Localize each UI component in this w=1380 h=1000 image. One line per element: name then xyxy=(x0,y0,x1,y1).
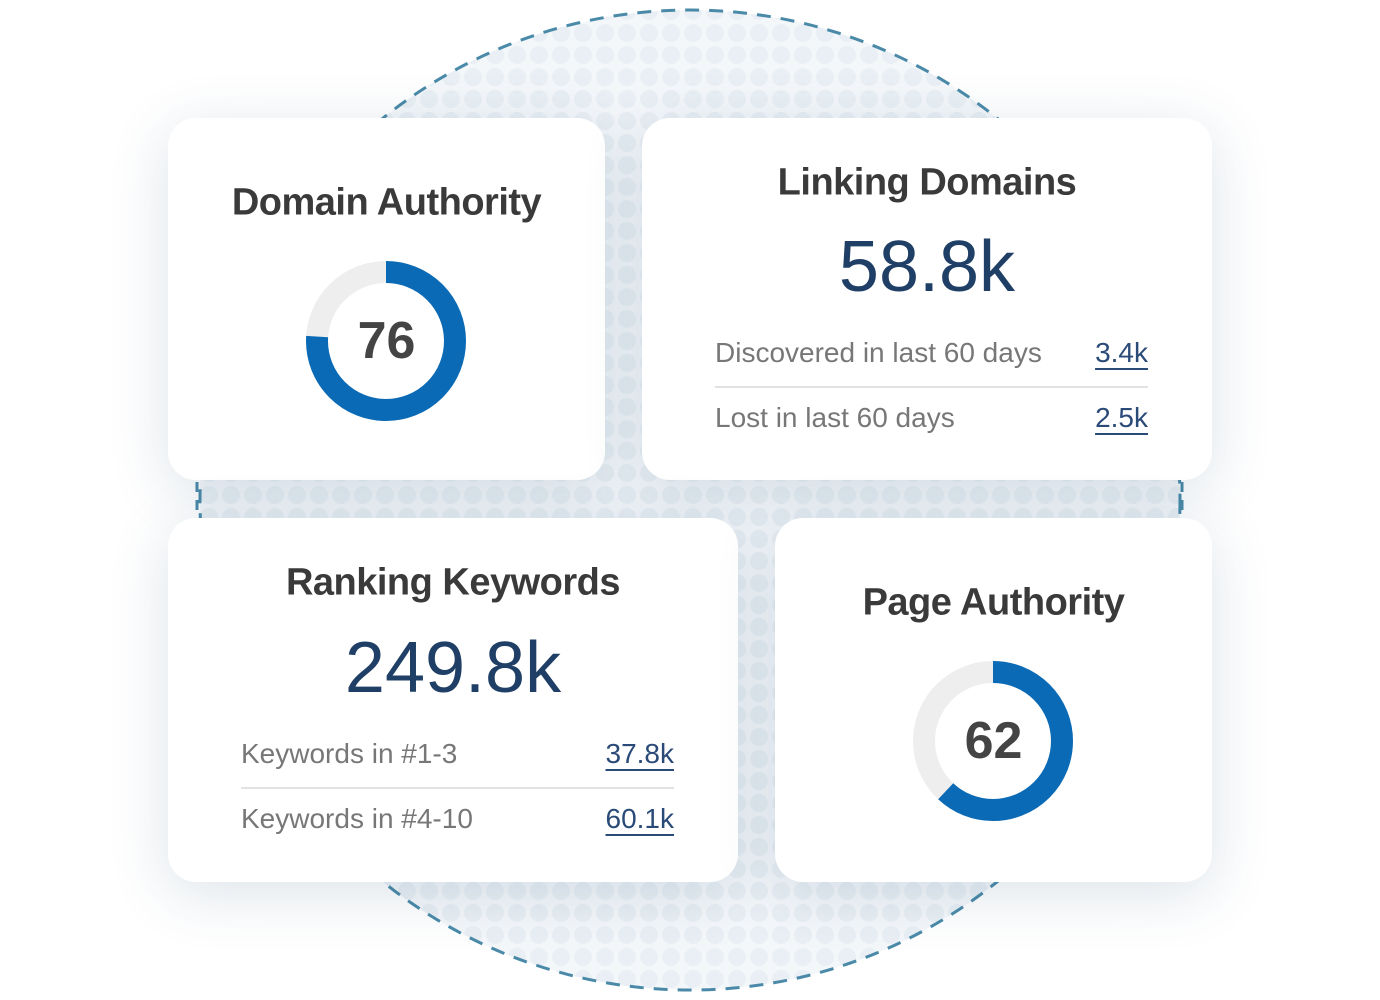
score: 76 xyxy=(357,312,416,370)
stat-value[interactable]: 37.8k xyxy=(605,738,675,769)
stat-value[interactable]: 3.4k xyxy=(1095,337,1148,368)
stat-row: Keywords in #1-3 37.8k xyxy=(241,738,674,770)
score: 62 xyxy=(964,712,1023,770)
total: 249.8k xyxy=(344,628,562,708)
total: 58.8k xyxy=(838,227,1016,307)
stat-label: Keywords in #4-10 xyxy=(241,803,473,834)
card-title: Domain Authority xyxy=(231,181,542,224)
divider xyxy=(241,787,674,789)
stat-row: Keywords in #4-10 60.1k xyxy=(241,803,674,835)
linking-domains-card: Linking Domains 58.8k Discovered in last… xyxy=(642,118,1212,480)
gauge-arc xyxy=(306,261,466,421)
stat-label: Discovered in last 60 days xyxy=(715,337,1042,368)
stat-value[interactable]: 60.1k xyxy=(605,803,675,834)
divider xyxy=(715,386,1148,388)
dashed-circle xyxy=(198,8,1182,992)
stat-row: Lost in last 60 days 2.5k xyxy=(715,402,1148,434)
card-title: Page Authority xyxy=(862,581,1125,624)
stat-label: Keywords in #1-3 xyxy=(241,738,458,769)
card-title: Ranking Keywords xyxy=(285,561,621,604)
stat-label: Lost in last 60 days xyxy=(715,402,955,433)
card-title: Linking Domains xyxy=(777,161,1077,204)
gauge xyxy=(306,261,466,421)
ranking-keywords-card: Ranking Keywords 249.8k Keywords in #1-3… xyxy=(168,518,738,882)
gauge-arc xyxy=(913,661,1073,821)
gauge xyxy=(913,661,1073,821)
domain-authority-card: Domain Authority 76 xyxy=(168,118,605,480)
stat-value[interactable]: 2.5k xyxy=(1095,402,1148,433)
page-authority-card: Page Authority 62 xyxy=(775,518,1212,882)
stat-row: Discovered in last 60 days 3.4k xyxy=(715,337,1148,369)
